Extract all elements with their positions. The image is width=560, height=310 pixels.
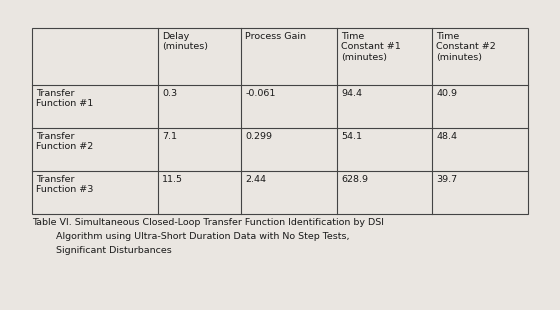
Text: 7.1: 7.1	[162, 132, 178, 141]
Text: Time
Constant #1
(minutes): Time Constant #1 (minutes)	[341, 32, 401, 62]
Text: 628.9: 628.9	[341, 175, 368, 184]
Text: Transfer
Function #2: Transfer Function #2	[36, 132, 94, 151]
Text: 48.4: 48.4	[436, 132, 458, 141]
Bar	[32, 28, 528, 214]
Text: 2.44: 2.44	[245, 175, 267, 184]
Text: Transfer
Function #3: Transfer Function #3	[36, 175, 94, 194]
Text: Significant Disturbances: Significant Disturbances	[32, 246, 172, 255]
Text: Process Gain: Process Gain	[245, 32, 306, 41]
Text: 11.5: 11.5	[162, 175, 183, 184]
Text: 40.9: 40.9	[436, 89, 458, 98]
Text: Delay
(minutes): Delay (minutes)	[162, 32, 208, 51]
Text: 0.299: 0.299	[245, 132, 273, 141]
Text: 0.3: 0.3	[162, 89, 178, 98]
Text: -0.061: -0.061	[245, 89, 276, 98]
Text: 54.1: 54.1	[341, 132, 362, 141]
Text: Algorithm using Ultra-Short Duration Data with No Step Tests,: Algorithm using Ultra-Short Duration Dat…	[32, 232, 349, 241]
Text: Time
Constant #2
(minutes): Time Constant #2 (minutes)	[436, 32, 496, 62]
Text: 39.7: 39.7	[436, 175, 458, 184]
Text: Transfer
Function #1: Transfer Function #1	[36, 89, 94, 108]
Text: Table VI. Simultaneous Closed-Loop Transfer Function Identification by DSI: Table VI. Simultaneous Closed-Loop Trans…	[32, 218, 384, 227]
Text: 94.4: 94.4	[341, 89, 362, 98]
